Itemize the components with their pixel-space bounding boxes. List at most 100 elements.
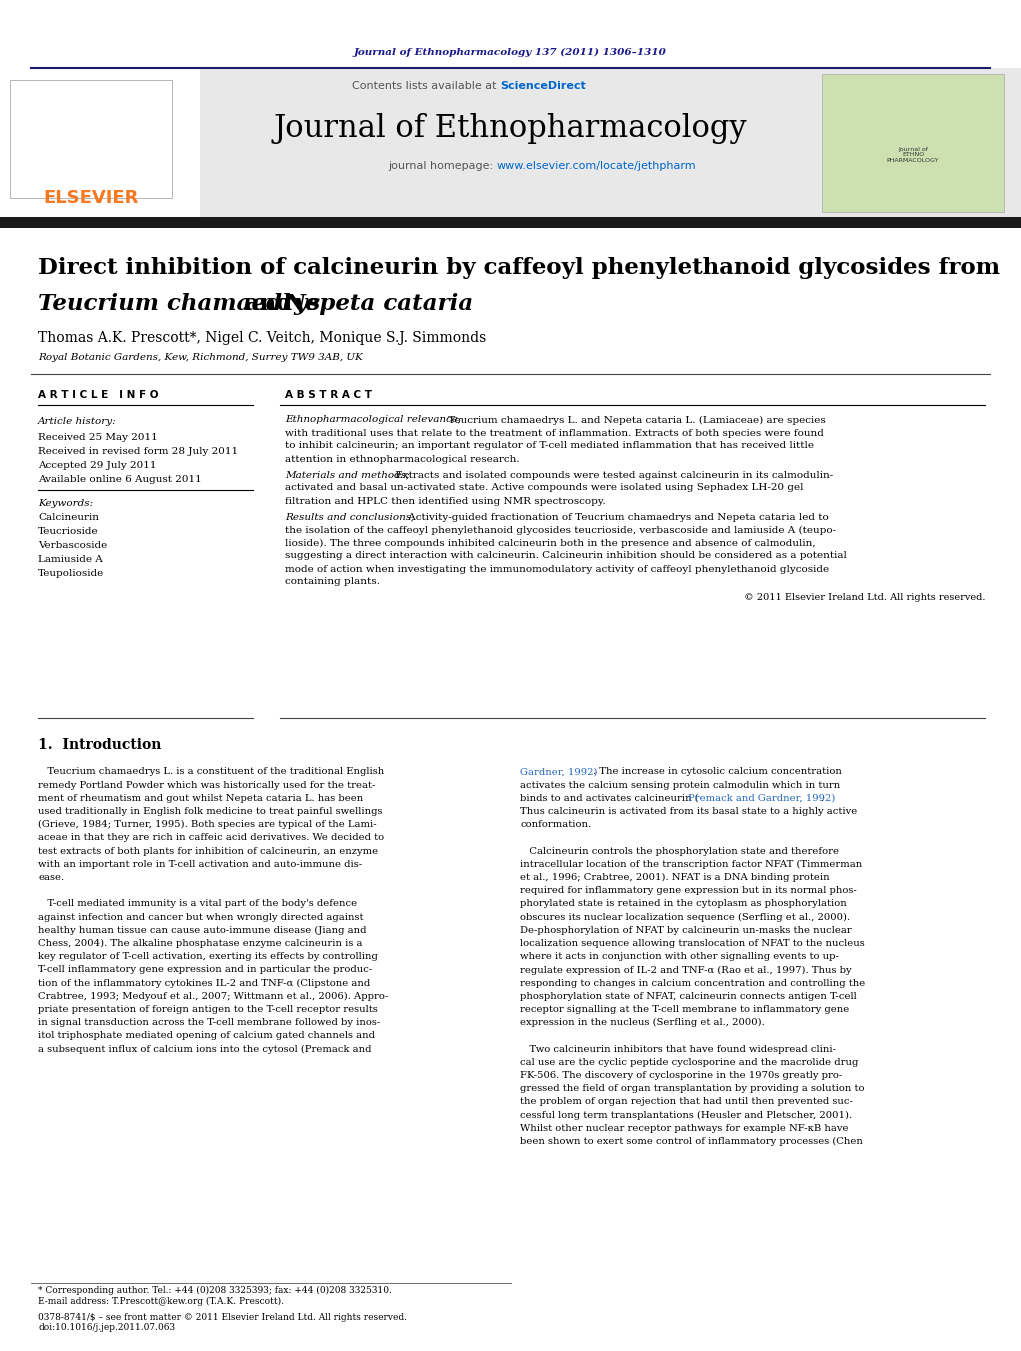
Text: expression in the nucleus (Serfling et al., 2000).: expression in the nucleus (Serfling et a… bbox=[520, 1019, 765, 1027]
Text: ment of rheumatism and gout whilst Nepeta cataria L. has been: ment of rheumatism and gout whilst Nepet… bbox=[38, 794, 363, 802]
Text: 1.  Introduction: 1. Introduction bbox=[38, 738, 161, 753]
Text: Lamiuside A: Lamiuside A bbox=[38, 555, 103, 565]
Bar bbox=[0, 218, 1021, 228]
Text: www.elsevier.com/locate/jethpharm: www.elsevier.com/locate/jethpharm bbox=[497, 161, 696, 172]
Text: Nepeta cataria: Nepeta cataria bbox=[285, 293, 474, 315]
Text: conformation.: conformation. bbox=[520, 820, 591, 830]
Text: Teucrium chamaedrys L. is a constituent of the traditional English: Teucrium chamaedrys L. is a constituent … bbox=[38, 767, 384, 777]
Bar bbox=[0, 68, 200, 218]
Text: localization sequence allowing translocation of NFAT to the nucleus: localization sequence allowing transloca… bbox=[520, 939, 865, 948]
Text: attention in ethnopharmacological research.: attention in ethnopharmacological resear… bbox=[285, 454, 520, 463]
Text: regulate expression of IL-2 and TNF-α (Rao et al., 1997). Thus by: regulate expression of IL-2 and TNF-α (R… bbox=[520, 966, 852, 974]
Text: to inhibit calcineurin; an important regulator of T-cell mediated inflammation t: to inhibit calcineurin; an important reg… bbox=[285, 442, 814, 450]
Text: remedy Portland Powder which was historically used for the treat-: remedy Portland Powder which was histori… bbox=[38, 781, 376, 790]
Text: Whilst other nuclear receptor pathways for example NF-κB have: Whilst other nuclear receptor pathways f… bbox=[520, 1124, 848, 1133]
Text: Premack and Gardner, 1992): Premack and Gardner, 1992) bbox=[688, 794, 835, 802]
Text: intracellular location of the transcription factor NFAT (Timmerman: intracellular location of the transcript… bbox=[520, 859, 863, 869]
Text: * Corresponding author. Tel.: +44 (0)208 3325393; fax: +44 (0)208 3325310.
E-mai: * Corresponding author. Tel.: +44 (0)208… bbox=[38, 1286, 392, 1305]
Text: Available online 6 August 2011: Available online 6 August 2011 bbox=[38, 474, 202, 484]
Text: ease.: ease. bbox=[38, 873, 64, 882]
Text: 0378-8741/$ – see front matter © 2011 Elsevier Ireland Ltd. All rights reserved.: 0378-8741/$ – see front matter © 2011 El… bbox=[38, 1313, 407, 1332]
Text: activated and basal un-activated state. Active compounds were isolated using Sep: activated and basal un-activated state. … bbox=[285, 484, 804, 493]
Text: been shown to exert some control of inflammatory processes (Chen: been shown to exert some control of infl… bbox=[520, 1138, 863, 1146]
Bar bbox=[10, 80, 172, 199]
Text: A R T I C L E   I N F O: A R T I C L E I N F O bbox=[38, 390, 158, 400]
Text: tion of the inflammatory cytokines IL-2 and TNF-α (Clipstone and: tion of the inflammatory cytokines IL-2 … bbox=[38, 978, 371, 988]
Text: itol triphosphate mediated opening of calcium gated channels and: itol triphosphate mediated opening of ca… bbox=[38, 1032, 375, 1040]
Text: phosphorylation state of NFAT, calcineurin connects antigen T-cell: phosphorylation state of NFAT, calcineur… bbox=[520, 992, 857, 1001]
Text: © 2011 Elsevier Ireland Ltd. All rights reserved.: © 2011 Elsevier Ireland Ltd. All rights … bbox=[743, 593, 985, 603]
Text: Direct inhibition of calcineurin by caffeoyl phenylethanoid glycosides from: Direct inhibition of calcineurin by caff… bbox=[38, 257, 1000, 280]
Text: Received in revised form 28 July 2011: Received in revised form 28 July 2011 bbox=[38, 446, 238, 455]
Text: Verbascoside: Verbascoside bbox=[38, 542, 107, 550]
Text: binds to and activates calcineurin (: binds to and activates calcineurin ( bbox=[520, 794, 698, 802]
Text: healthy human tissue can cause auto-immune disease (Jiang and: healthy human tissue can cause auto-immu… bbox=[38, 925, 367, 935]
Text: Thus calcineurin is activated from its basal state to a highly active: Thus calcineurin is activated from its b… bbox=[520, 807, 858, 816]
Text: activates the calcium sensing protein calmodulin which in turn: activates the calcium sensing protein ca… bbox=[520, 781, 840, 790]
Text: et al., 1996; Crabtree, 2001). NFAT is a DNA binding protein: et al., 1996; Crabtree, 2001). NFAT is a… bbox=[520, 873, 830, 882]
Text: Ethnopharmacological relevance;: Ethnopharmacological relevance; bbox=[285, 416, 461, 424]
Text: FK-506. The discovery of cyclosporine in the 1970s greatly pro-: FK-506. The discovery of cyclosporine in… bbox=[520, 1071, 842, 1079]
Text: Accepted 29 July 2011: Accepted 29 July 2011 bbox=[38, 461, 156, 470]
Text: Journal of
ETHNO
PHARMACOLOGY: Journal of ETHNO PHARMACOLOGY bbox=[887, 147, 939, 163]
Text: Teucrioside: Teucrioside bbox=[38, 527, 99, 536]
Text: key regulator of T-cell activation, exerting its effects by controlling: key regulator of T-cell activation, exer… bbox=[38, 952, 378, 962]
Text: where it acts in conjunction with other signalling events to up-: where it acts in conjunction with other … bbox=[520, 952, 839, 962]
Text: Two calcineurin inhibitors that have found widespread clini-: Two calcineurin inhibitors that have fou… bbox=[520, 1044, 836, 1054]
Text: containing plants.: containing plants. bbox=[285, 577, 380, 586]
Text: used traditionally in English folk medicine to treat painful swellings: used traditionally in English folk medic… bbox=[38, 807, 383, 816]
Text: Calcineurin controls the phosphorylation state and therefore: Calcineurin controls the phosphorylation… bbox=[520, 847, 839, 855]
Text: priate presentation of foreign antigen to the T-cell receptor results: priate presentation of foreign antigen t… bbox=[38, 1005, 378, 1015]
Text: gressed the field of organ transplantation by providing a solution to: gressed the field of organ transplantati… bbox=[520, 1085, 865, 1093]
Text: mode of action when investigating the immunomodulatory activity of caffeoyl phen: mode of action when investigating the im… bbox=[285, 565, 829, 574]
Text: Article history:: Article history: bbox=[38, 417, 116, 427]
Text: Results and conclusions;: Results and conclusions; bbox=[285, 512, 415, 521]
Text: and: and bbox=[237, 293, 300, 315]
Text: Royal Botanic Gardens, Kew, Richmond, Surrey TW9 3AB, UK: Royal Botanic Gardens, Kew, Richmond, Su… bbox=[38, 354, 362, 362]
Text: Extracts and isolated compounds were tested against calcineurin in its calmoduli: Extracts and isolated compounds were tes… bbox=[392, 470, 833, 480]
Text: suggesting a direct interaction with calcineurin. Calcineurin inhibition should : suggesting a direct interaction with cal… bbox=[285, 551, 846, 561]
Text: Teucrium chamaedrys L. and Nepeta cataria L. (Lamiaceae) are species: Teucrium chamaedrys L. and Nepeta catari… bbox=[445, 416, 826, 424]
Text: Journal of Ethnopharmacology 137 (2011) 1306–1310: Journal of Ethnopharmacology 137 (2011) … bbox=[353, 47, 667, 57]
Text: ScienceDirect: ScienceDirect bbox=[500, 81, 586, 91]
Text: required for inflammatory gene expression but in its normal phos-: required for inflammatory gene expressio… bbox=[520, 886, 857, 896]
Text: Teucrium chamaedrys: Teucrium chamaedrys bbox=[38, 293, 321, 315]
Text: obscures its nuclear localization sequence (Serfling et al., 2000).: obscures its nuclear localization sequen… bbox=[520, 913, 850, 921]
Text: against infection and cancer but when wrongly directed against: against infection and cancer but when wr… bbox=[38, 913, 363, 921]
Bar bbox=[0, 68, 1021, 218]
Text: filtration and HPLC then identified using NMR spectroscopy.: filtration and HPLC then identified usin… bbox=[285, 497, 605, 505]
Text: Chess, 2004). The alkaline phosphatase enzyme calcineurin is a: Chess, 2004). The alkaline phosphatase e… bbox=[38, 939, 362, 948]
Text: T-cell inflammatory gene expression and in particular the produc-: T-cell inflammatory gene expression and … bbox=[38, 966, 373, 974]
Text: Gardner, 1992): Gardner, 1992) bbox=[520, 767, 597, 777]
Text: Thomas A.K. Prescott*, Nigel C. Veitch, Monique S.J. Simmonds: Thomas A.K. Prescott*, Nigel C. Veitch, … bbox=[38, 331, 486, 345]
Text: Teupolioside: Teupolioside bbox=[38, 570, 104, 578]
Text: A B S T R A C T: A B S T R A C T bbox=[285, 390, 372, 400]
Text: lioside). The three compounds inhibited calcineurin both in the presence and abs: lioside). The three compounds inhibited … bbox=[285, 539, 816, 547]
Text: phorylated state is retained in the cytoplasm as phosphorylation: phorylated state is retained in the cyto… bbox=[520, 900, 846, 908]
Text: T-cell mediated immunity is a vital part of the body's defence: T-cell mediated immunity is a vital part… bbox=[38, 900, 357, 908]
Text: Keywords:: Keywords: bbox=[38, 500, 93, 508]
Text: a subsequent influx of calcium ions into the cytosol (Premack and: a subsequent influx of calcium ions into… bbox=[38, 1044, 372, 1054]
Text: Received 25 May 2011: Received 25 May 2011 bbox=[38, 432, 158, 442]
Bar bbox=[822, 74, 1004, 212]
Text: receptor signalling at the T-cell membrane to inflammatory gene: receptor signalling at the T-cell membra… bbox=[520, 1005, 849, 1015]
Text: responding to changes in calcium concentration and controlling the: responding to changes in calcium concent… bbox=[520, 978, 865, 988]
Text: . The increase in cytosolic calcium concentration: . The increase in cytosolic calcium conc… bbox=[593, 767, 842, 777]
Text: Contents lists available at: Contents lists available at bbox=[352, 81, 500, 91]
Text: with an important role in T-cell activation and auto-immune dis-: with an important role in T-cell activat… bbox=[38, 859, 362, 869]
Text: with traditional uses that relate to the treatment of inflammation. Extracts of : with traditional uses that relate to the… bbox=[285, 428, 824, 438]
Text: cessful long term transplantations (Heusler and Pletscher, 2001).: cessful long term transplantations (Heus… bbox=[520, 1111, 853, 1120]
Text: Calcineurin: Calcineurin bbox=[38, 513, 99, 523]
Text: test extracts of both plants for inhibition of calcineurin, an enzyme: test extracts of both plants for inhibit… bbox=[38, 847, 378, 855]
Text: Activity-guided fractionation of Teucrium chamaedrys and Nepeta cataria led to: Activity-guided fractionation of Teucriu… bbox=[405, 512, 829, 521]
Text: Journal of Ethnopharmacology: Journal of Ethnopharmacology bbox=[274, 112, 746, 143]
Text: aceae in that they are rich in caffeic acid derivatives. We decided to: aceae in that they are rich in caffeic a… bbox=[38, 834, 384, 843]
Text: De-phosphorylation of NFAT by calcineurin un-masks the nuclear: De-phosphorylation of NFAT by calcineuri… bbox=[520, 925, 852, 935]
Text: Materials and methods;: Materials and methods; bbox=[285, 470, 409, 480]
Text: Crabtree, 1993; Medyouf et al., 2007; Wittmann et al., 2006). Appro-: Crabtree, 1993; Medyouf et al., 2007; Wi… bbox=[38, 992, 388, 1001]
Text: .: . bbox=[820, 794, 823, 802]
Text: journal homepage:: journal homepage: bbox=[388, 161, 497, 172]
Text: in signal transduction across the T-cell membrane followed by inos-: in signal transduction across the T-cell… bbox=[38, 1019, 380, 1027]
Text: cal use are the cyclic peptide cyclosporine and the macrolide drug: cal use are the cyclic peptide cyclospor… bbox=[520, 1058, 859, 1067]
Text: (Grieve, 1984; Turner, 1995). Both species are typical of the Lami-: (Grieve, 1984; Turner, 1995). Both speci… bbox=[38, 820, 377, 830]
